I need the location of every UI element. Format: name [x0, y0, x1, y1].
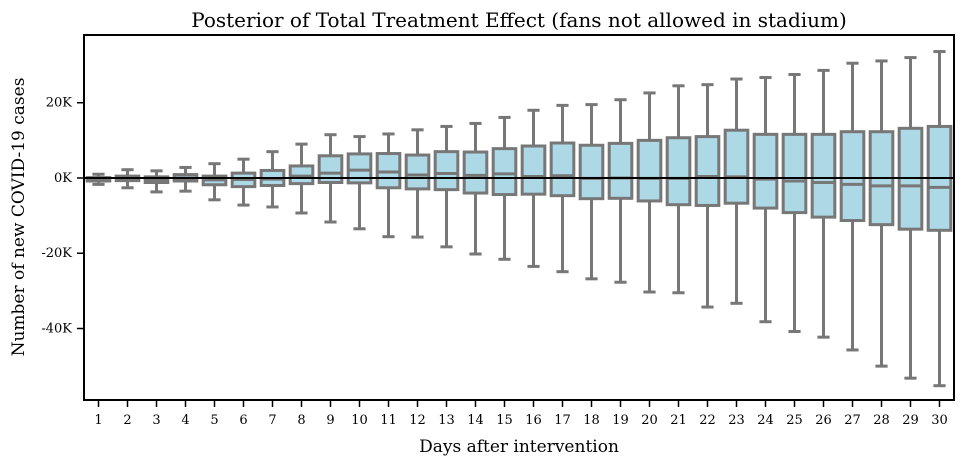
box-day-6	[230, 157, 257, 207]
box-day-7	[259, 150, 286, 209]
x-tick-label: 3	[152, 413, 160, 428]
x-tick-label: 19	[612, 413, 629, 428]
box-day-27	[839, 61, 866, 352]
x-tick-label: 18	[583, 413, 600, 428]
x-tick-label: 10	[351, 413, 368, 428]
x-tick-label: 5	[210, 413, 218, 428]
x-tick-label: 20	[641, 413, 658, 428]
box-day-29	[897, 56, 924, 380]
x-tick-label: 8	[297, 413, 305, 428]
x-tick-label: 30	[931, 413, 948, 428]
x-tick-label: 14	[467, 413, 484, 428]
box-iqr	[549, 141, 576, 198]
box-iqr	[491, 147, 518, 197]
box-day-12	[404, 128, 431, 239]
box-day-16	[520, 108, 547, 268]
box-iqr	[317, 154, 344, 185]
box-iqr	[346, 152, 373, 185]
box-iqr	[723, 128, 750, 205]
x-tick-label: 6	[239, 413, 247, 428]
x-tick-label: 15	[496, 413, 513, 428]
x-tick-label: 21	[670, 413, 687, 428]
box-day-30	[926, 50, 953, 388]
x-tick-label: 24	[757, 413, 774, 428]
x-tick-label: 12	[409, 413, 426, 428]
box-iqr	[404, 153, 431, 191]
box-iqr	[636, 138, 663, 203]
x-tick-label: 28	[873, 413, 890, 428]
box-day-5	[201, 162, 228, 202]
box-day-22	[694, 83, 721, 309]
box-day-15	[491, 115, 518, 261]
box-day-4	[172, 165, 199, 193]
x-tick-label: 13	[438, 413, 455, 428]
chart-title: Posterior of Total Treatment Effect (fan…	[191, 8, 847, 32]
box-day-21	[665, 84, 692, 295]
box-day-10	[346, 135, 373, 231]
box-day-25	[781, 73, 808, 334]
x-tick-label: 7	[268, 413, 276, 428]
x-tick-label: 11	[380, 413, 397, 428]
box-day-13	[433, 124, 460, 249]
y-tick-label: -40K	[41, 322, 72, 337]
x-tick-label: 23	[728, 413, 745, 428]
box-day-11	[375, 132, 402, 239]
box-day-23	[723, 77, 750, 305]
box-day-26	[810, 68, 837, 339]
x-tick-label: 25	[786, 413, 803, 428]
plot-frame	[83, 34, 955, 401]
box-day-17	[549, 103, 576, 274]
x-tick-label: 22	[699, 413, 716, 428]
box-iqr	[781, 132, 808, 215]
x-tick-label: 26	[815, 413, 832, 428]
box-day-19	[607, 98, 634, 284]
y-tick-label: 0K	[54, 171, 72, 186]
x-tick-label: 2	[123, 413, 131, 428]
x-tick-label: 16	[525, 413, 542, 428]
box-iqr	[520, 144, 547, 196]
box-iqr	[433, 150, 460, 192]
box-iqr	[578, 143, 605, 201]
box-day-20	[636, 91, 663, 294]
y-axis-label: Number of new COVID-19 cases	[9, 78, 29, 357]
x-tick-label: 29	[902, 413, 919, 428]
box-iqr	[839, 130, 866, 223]
box-iqr	[810, 132, 837, 219]
box-day-14	[462, 121, 489, 256]
x-tick-label: 1	[94, 413, 102, 428]
x-axis-label: Days after intervention	[419, 437, 619, 457]
box-iqr	[752, 132, 779, 210]
y-tick-label: 20K	[46, 96, 73, 111]
box-day-9	[317, 133, 344, 224]
box-iqr	[694, 135, 721, 207]
x-tick-label: 17	[554, 413, 571, 428]
box-day-24	[752, 76, 779, 324]
box-day-18	[578, 103, 605, 281]
x-tick-label: 27	[844, 413, 861, 428]
box-iqr	[665, 136, 692, 207]
x-tick-label: 9	[326, 413, 334, 428]
box-day-8	[288, 142, 315, 215]
box-iqr	[607, 141, 634, 200]
box-day-28	[868, 59, 895, 368]
box-day-3	[143, 169, 170, 194]
y-tick-label: -20K	[41, 246, 72, 261]
x-tick-label: 4	[181, 413, 189, 428]
box-day-1	[85, 172, 112, 186]
box-iqr	[462, 150, 489, 195]
